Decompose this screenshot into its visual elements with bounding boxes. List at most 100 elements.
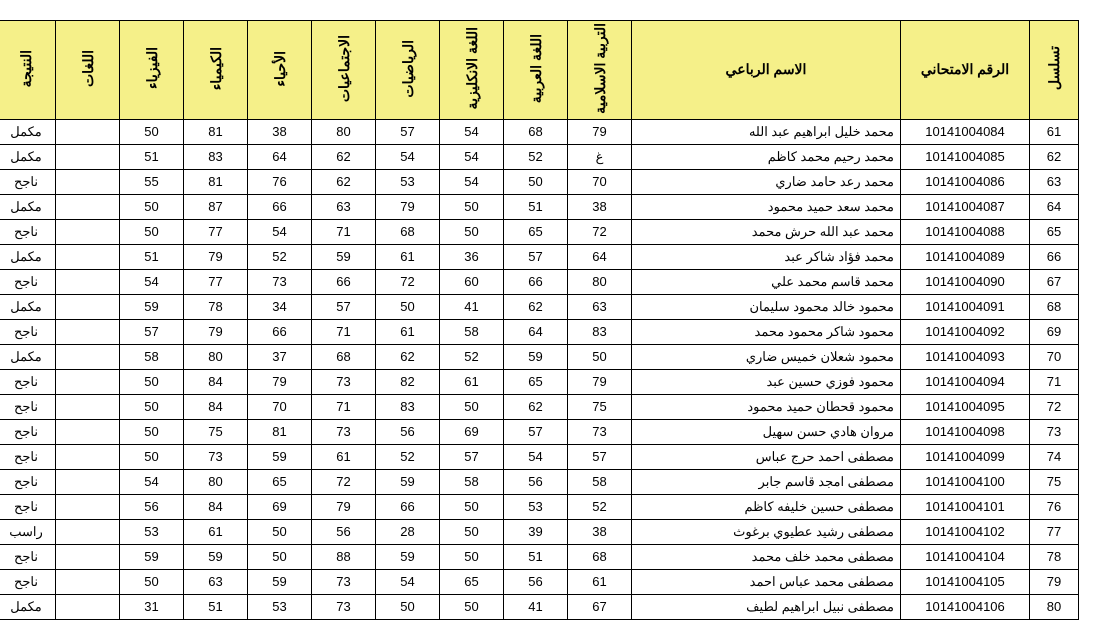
cell-arabic: 57: [504, 244, 568, 269]
cell-seq: 61: [1030, 119, 1079, 144]
cell-arabic: 62: [504, 394, 568, 419]
cell-french: [56, 444, 120, 469]
cell-arabic: 51: [504, 544, 568, 569]
cell-result: ناجح: [0, 569, 56, 594]
table-row: 8010141004106مصطفى نبيل ابراهيم لطيف6741…: [0, 594, 1079, 619]
cell-math: 56: [376, 419, 440, 444]
cell-name: محمد فؤاد شاكر عبد: [632, 244, 901, 269]
cell-chemistry: 77: [184, 219, 248, 244]
cell-id: 10141004085: [901, 144, 1030, 169]
cell-seq: 63: [1030, 169, 1079, 194]
cell-name: مصطفى محمد عباس احمد: [632, 569, 901, 594]
cell-english: 36: [440, 244, 504, 269]
cell-english: 52: [440, 344, 504, 369]
cell-math: 54: [376, 569, 440, 594]
cell-physics: 50: [120, 569, 184, 594]
cell-arabic: 52: [504, 144, 568, 169]
cell-english: 50: [440, 194, 504, 219]
header-islamic: التربية الاسلامية: [568, 21, 632, 120]
cell-name: مصطفى محمد خلف محمد: [632, 544, 901, 569]
cell-result: ناجح: [0, 544, 56, 569]
cell-seq: 75: [1030, 469, 1079, 494]
cell-math: 83: [376, 394, 440, 419]
header-biology: الأحياء: [248, 21, 312, 120]
header-math-label: الرياضيات: [400, 40, 416, 98]
table-row: 6410141004087محمد سعد حميد محمود38515079…: [0, 194, 1079, 219]
cell-islamic: 38: [568, 519, 632, 544]
cell-result: راسب: [0, 519, 56, 544]
cell-social: 73: [312, 419, 376, 444]
cell-name: مصطفى رشيد عطيوي برغوث: [632, 519, 901, 544]
header-arabic: اللغة العربية: [504, 21, 568, 120]
cell-arabic: 39: [504, 519, 568, 544]
cell-social: 62: [312, 144, 376, 169]
cell-arabic: 56: [504, 569, 568, 594]
cell-result: ناجح: [0, 269, 56, 294]
header-social-label: الاجتماعيات: [336, 35, 352, 102]
cell-physics: 56: [120, 494, 184, 519]
cell-math: 28: [376, 519, 440, 544]
header-arabic-label: اللغة العربية: [528, 34, 544, 103]
cell-math: 82: [376, 369, 440, 394]
cell-physics: 51: [120, 144, 184, 169]
header-math: الرياضيات: [376, 21, 440, 120]
cell-seq: 80: [1030, 594, 1079, 619]
cell-id: 10141004091: [901, 294, 1030, 319]
table-row: 6810141004091محمود خالد محمود سليمان6362…: [0, 294, 1079, 319]
cell-physics: 51: [120, 244, 184, 269]
table-row: 6510141004088محمد عبد الله حرش محمد72655…: [0, 219, 1079, 244]
cell-french: [56, 569, 120, 594]
cell-physics: 57: [120, 319, 184, 344]
cell-french: [56, 319, 120, 344]
cell-name: مصطفى نبيل ابراهيم لطيف: [632, 594, 901, 619]
cell-biology: 64: [248, 144, 312, 169]
cell-seq: 73: [1030, 419, 1079, 444]
cell-chemistry: 75: [184, 419, 248, 444]
cell-seq: 64: [1030, 194, 1079, 219]
table-row: 7510141004100مصطفى امجد قاسم جابر5856585…: [0, 469, 1079, 494]
header-result-label: النتيجة: [18, 50, 34, 87]
cell-social: 57: [312, 294, 376, 319]
cell-biology: 53: [248, 594, 312, 619]
cell-chemistry: 84: [184, 394, 248, 419]
cell-id: 10141004104: [901, 544, 1030, 569]
cell-result: ناجح: [0, 444, 56, 469]
cell-result: ناجح: [0, 419, 56, 444]
cell-english: 50: [440, 394, 504, 419]
cell-biology: 79: [248, 369, 312, 394]
cell-id: 10141004089: [901, 244, 1030, 269]
cell-physics: 59: [120, 294, 184, 319]
header-exam-id-label: الرقم الامتحاني: [921, 61, 1009, 77]
cell-id: 10141004106: [901, 594, 1030, 619]
table-row: 7210141004095محمود قحطان حميد محمود75625…: [0, 394, 1079, 419]
cell-biology: 73: [248, 269, 312, 294]
header-name-label: الاسم الرباعي: [726, 61, 807, 77]
cell-french: [56, 519, 120, 544]
cell-seq: 67: [1030, 269, 1079, 294]
cell-english: 50: [440, 219, 504, 244]
cell-social: 73: [312, 569, 376, 594]
cell-math: 72: [376, 269, 440, 294]
cell-physics: 50: [120, 119, 184, 144]
cell-seq: 72: [1030, 394, 1079, 419]
cell-seq: 78: [1030, 544, 1079, 569]
cell-name: محمد عبد الله حرش محمد: [632, 219, 901, 244]
cell-result: ناجح: [0, 469, 56, 494]
cell-arabic: 65: [504, 219, 568, 244]
cell-islamic: 79: [568, 119, 632, 144]
cell-physics: 50: [120, 444, 184, 469]
cell-social: 71: [312, 319, 376, 344]
cell-islamic: 73: [568, 419, 632, 444]
cell-chemistry: 51: [184, 594, 248, 619]
cell-result: مكمل: [0, 119, 56, 144]
cell-seq: 77: [1030, 519, 1079, 544]
cell-arabic: 51: [504, 194, 568, 219]
header-english-label: اللغة الانكليزية: [464, 27, 480, 109]
cell-chemistry: 84: [184, 494, 248, 519]
header-exam-id: الرقم الامتحاني: [901, 21, 1030, 120]
cell-biology: 69: [248, 494, 312, 519]
cell-social: 73: [312, 594, 376, 619]
cell-english: 58: [440, 469, 504, 494]
cell-french: [56, 544, 120, 569]
header-french-label: اللغات: [80, 50, 96, 87]
